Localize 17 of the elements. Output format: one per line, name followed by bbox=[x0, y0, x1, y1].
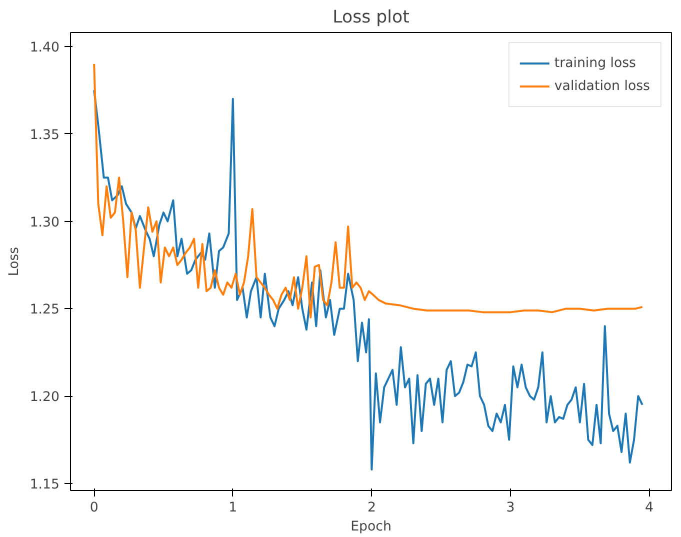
x-tick-label: 0 bbox=[90, 500, 98, 516]
line-series bbox=[93, 89, 644, 471]
y-tick-label: 1.35 bbox=[30, 128, 60, 143]
x-tick-label: 4 bbox=[645, 500, 654, 516]
y-tick-label: 1.20 bbox=[30, 390, 60, 406]
x-axis-title: Epoch bbox=[350, 520, 392, 534]
y-tick-label: 1.15 bbox=[30, 478, 60, 493]
y-tick-label: 1.30 bbox=[30, 215, 60, 230]
y-tick-label: 1.25 bbox=[30, 302, 60, 318]
y-tick-label: 1.40 bbox=[30, 40, 60, 56]
x-tick-label: 2 bbox=[367, 500, 376, 516]
x-tick-label: 1 bbox=[228, 500, 238, 516]
legend-label: validation loss bbox=[554, 78, 650, 94]
chart-title: Loss plot bbox=[332, 8, 410, 28]
legend-label: training loss bbox=[554, 56, 636, 70]
y-axis-title: Loss bbox=[6, 246, 22, 276]
x-tick-label: 3 bbox=[506, 500, 515, 516]
